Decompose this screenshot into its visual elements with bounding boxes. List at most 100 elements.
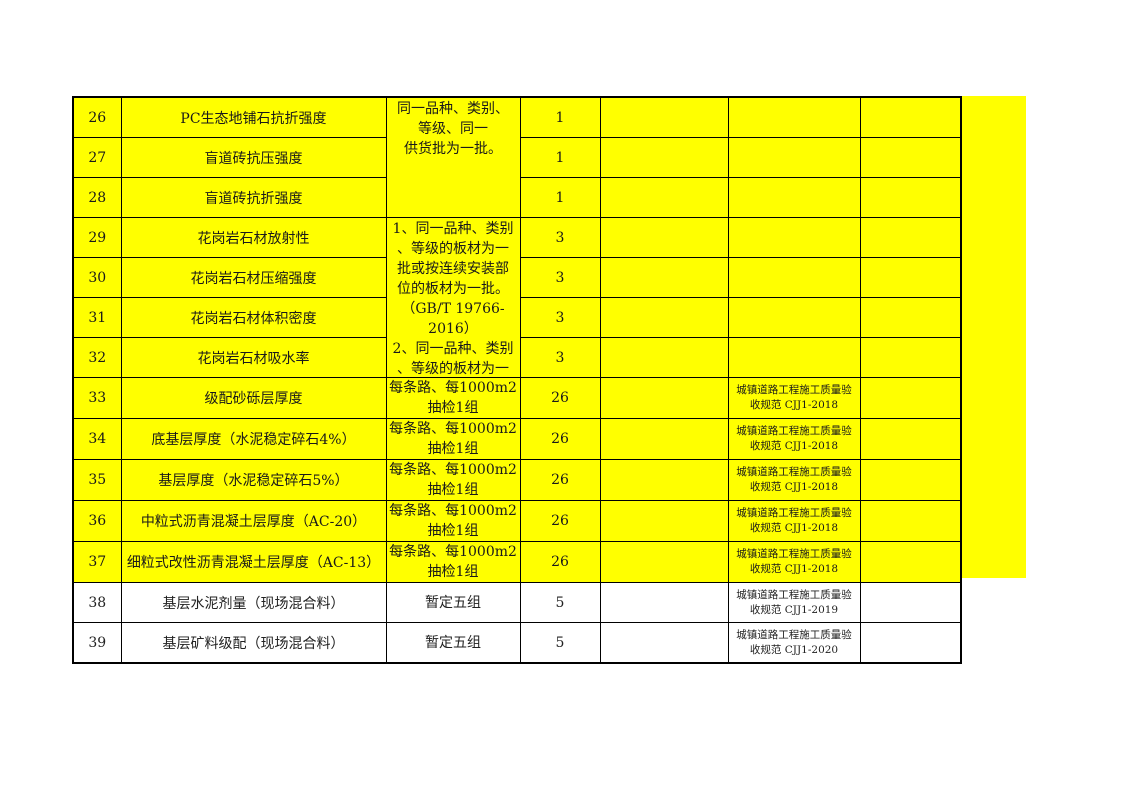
quantity[interactable]: 1 <box>519 137 601 178</box>
item-name[interactable]: 花岗岩石材体积密度 <box>120 297 387 338</box>
row-number: 33 <box>72 377 122 419</box>
quantity[interactable]: 3 <box>519 297 601 338</box>
blank-cell[interactable] <box>859 418 962 460</box>
standard[interactable]: 城镇道路工程施工质量验 收规范 CJJ1-2018 <box>727 541 861 583</box>
item-name[interactable]: PC生态地铺石抗折强度 <box>120 96 387 138</box>
quantity[interactable]: 1 <box>519 177 601 218</box>
row-number: 37 <box>72 541 122 583</box>
item-name[interactable]: 基层厚度（水泥稳定碎石5%） <box>120 459 387 501</box>
quantity[interactable]: 26 <box>519 541 601 583</box>
standard[interactable] <box>727 257 861 298</box>
table-row: 32 花岗岩石材吸水率 3 <box>72 337 962 378</box>
quantity[interactable]: 26 <box>519 418 601 460</box>
blank-cell[interactable] <box>599 96 729 138</box>
table-row: 31 花岗岩石材体积密度 3 <box>72 297 962 338</box>
blank-cell[interactable] <box>599 459 729 501</box>
blank-cell[interactable] <box>599 217 729 258</box>
table-row: 28 盲道砖抗折强度 1 <box>72 177 962 218</box>
item-name[interactable]: 花岗岩石材压缩强度 <box>120 257 387 298</box>
item-name[interactable]: 盲道砖抗折强度 <box>120 177 387 218</box>
table-row: 30 花岗岩石材压缩强度 3 <box>72 257 962 298</box>
item-name[interactable]: 基层矿料级配（现场混合料） <box>120 622 387 664</box>
quantity[interactable]: 26 <box>519 500 601 542</box>
item-name[interactable]: 花岗岩石材吸水率 <box>120 337 387 378</box>
batch-rule[interactable]: 每条路、每1000m2 抽检1组 <box>385 459 521 501</box>
inspection-table: 26 PC生态地铺石抗折强度 同一品种、类别、 等级、同一 供货批为一批。 1 27 盲道… <box>72 96 962 664</box>
batch-rule-text: 1、同一品种、类别 、等级的板材为一 批或按连续安装部 位的板材为一批。 （GB… <box>392 221 514 376</box>
quantity[interactable]: 26 <box>519 459 601 501</box>
blank-cell[interactable] <box>859 459 962 501</box>
blank-cell[interactable] <box>599 337 729 378</box>
standard[interactable] <box>727 297 861 338</box>
item-name[interactable]: 细粒式改性沥青混凝土层厚度（AC-13） <box>120 541 387 583</box>
quantity[interactable]: 26 <box>519 377 601 419</box>
blank-cell[interactable] <box>859 337 962 378</box>
table-row: 38 基层水泥剂量（现场混合料） 暂定五组 5 城镇道路工程施工质量验 收规范 CJJ1… <box>72 582 962 623</box>
blank-cell[interactable] <box>859 217 962 258</box>
blank-cell[interactable] <box>859 297 962 338</box>
blank-cell[interactable] <box>859 257 962 298</box>
batch-rule-merged[interactable]: 同一品种、类别、 等级、同一 供货批为一批。 <box>385 96 521 218</box>
blank-cell[interactable] <box>859 96 962 138</box>
row-number: 38 <box>72 582 122 623</box>
batch-rule[interactable]: 每条路、每1000m2 抽检1组 <box>385 377 521 419</box>
standard[interactable]: 城镇道路工程施工质量验 收规范 CJJ1-2019 <box>727 582 861 623</box>
highlight-fill <box>960 96 1026 578</box>
standard[interactable]: 城镇道路工程施工质量验 收规范 CJJ1-2018 <box>727 500 861 542</box>
quantity[interactable]: 1 <box>519 96 601 138</box>
blank-cell[interactable] <box>859 541 962 583</box>
blank-cell[interactable] <box>599 541 729 583</box>
blank-cell[interactable] <box>599 137 729 178</box>
item-name[interactable]: 花岗岩石材放射性 <box>120 217 387 258</box>
blank-cell[interactable] <box>599 582 729 623</box>
standard[interactable]: 城镇道路工程施工质量验 收规范 CJJ1-2018 <box>727 418 861 460</box>
standard[interactable] <box>727 217 861 258</box>
blank-cell[interactable] <box>859 582 962 623</box>
quantity[interactable]: 3 <box>519 257 601 298</box>
blank-cell[interactable] <box>599 297 729 338</box>
row-number: 36 <box>72 500 122 542</box>
quantity[interactable]: 3 <box>519 337 601 378</box>
blank-cell[interactable] <box>599 177 729 218</box>
blank-cell[interactable] <box>599 257 729 298</box>
standard[interactable] <box>727 96 861 138</box>
blank-cell[interactable] <box>859 177 962 218</box>
blank-cell[interactable] <box>599 622 729 664</box>
blank-cell[interactable] <box>859 622 962 664</box>
batch-rule[interactable]: 暂定五组 <box>385 622 521 664</box>
table-row: 34 底基层厚度（水泥稳定碎石4%） 每条路、每1000m2 抽检1组 26 城镇道路工… <box>72 418 962 460</box>
quantity[interactable]: 3 <box>519 217 601 258</box>
batch-rule[interactable]: 每条路、每1000m2 抽检1组 <box>385 500 521 542</box>
row-number: 26 <box>72 96 122 138</box>
table-row: 39 基层矿料级配（现场混合料） 暂定五组 5 城镇道路工程施工质量验 收规范 CJJ1… <box>72 622 962 664</box>
item-name[interactable]: 底基层厚度（水泥稳定碎石4%） <box>120 418 387 460</box>
item-name[interactable]: 级配砂砾层厚度 <box>120 377 387 419</box>
blank-cell[interactable] <box>599 418 729 460</box>
standard[interactable] <box>727 337 861 378</box>
standard[interactable] <box>727 177 861 218</box>
standard[interactable]: 城镇道路工程施工质量验 收规范 CJJ1-2018 <box>727 459 861 501</box>
blank-cell[interactable] <box>859 500 962 542</box>
row-number: 34 <box>72 418 122 460</box>
batch-rule[interactable]: 暂定五组 <box>385 582 521 623</box>
standard[interactable] <box>727 137 861 178</box>
quantity[interactable]: 5 <box>519 622 601 664</box>
item-name[interactable]: 中粒式沥青混凝土层厚度（AC-20） <box>120 500 387 542</box>
item-name[interactable]: 基层水泥剂量（现场混合料） <box>120 582 387 623</box>
blank-cell[interactable] <box>859 377 962 419</box>
quantity[interactable]: 5 <box>519 582 601 623</box>
table-row: 37 细粒式改性沥青混凝土层厚度（AC-13） 每条路、每1000m2 抽检1组 26… <box>72 541 962 583</box>
table-row: 29 花岗岩石材放射性 1、同一品种、类别 、等级的板材为一 批或按连续安装部 位的… <box>72 217 962 378</box>
standard[interactable]: 城镇道路工程施工质量验 收规范 CJJ1-2020 <box>727 622 861 664</box>
blank-cell[interactable] <box>599 500 729 542</box>
table-row: 26 PC生态地铺石抗折强度 同一品种、类别、 等级、同一 供货批为一批。 1 <box>72 96 962 218</box>
blank-cell[interactable] <box>599 377 729 419</box>
batch-rule-merged[interactable]: 1、同一品种、类别 、等级的板材为一 批或按连续安装部 位的板材为一批。 （GB… <box>385 217 521 378</box>
batch-rule[interactable]: 每条路、每1000m2 抽检1组 <box>385 418 521 460</box>
blank-cell[interactable] <box>859 137 962 178</box>
row-number: 27 <box>72 137 122 178</box>
table-row: 36 中粒式沥青混凝土层厚度（AC-20） 每条路、每1000m2 抽检1组 26 城镇… <box>72 500 962 542</box>
batch-rule[interactable]: 每条路、每1000m2 抽检1组 <box>385 541 521 583</box>
item-name[interactable]: 盲道砖抗压强度 <box>120 137 387 178</box>
standard[interactable]: 城镇道路工程施工质量验 收规范 CJJ1-2018 <box>727 377 861 419</box>
